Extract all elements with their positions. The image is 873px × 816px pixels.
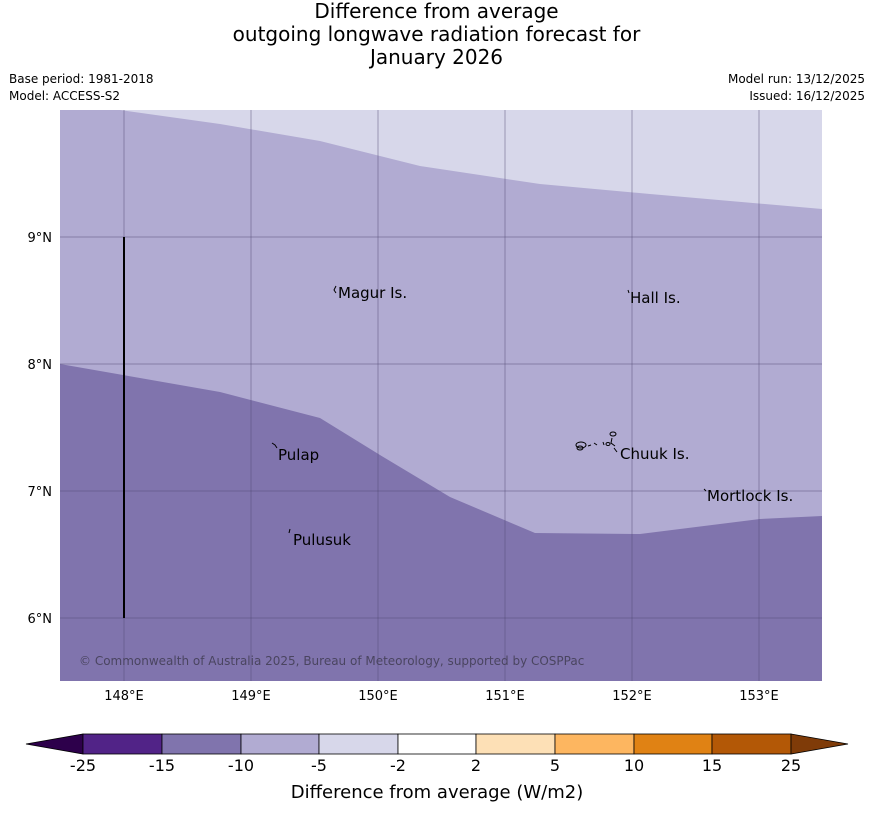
colorbar-tick-5: 2 [471, 756, 481, 775]
colorbar-seg-4 [397, 733, 477, 755]
colorbar-tick-9: 25 [781, 756, 801, 775]
place-label-magur: Magur Is. [338, 284, 407, 302]
colorbar-seg-6 [554, 733, 635, 755]
title-line-1: Difference from average [314, 0, 559, 23]
island-pulusuk [288, 528, 291, 534]
lat-label-7: 7°N [28, 485, 53, 500]
colorbar-tick-0: -25 [70, 756, 96, 775]
title-line-2: outgoing longwave radiation forecast for [232, 22, 641, 46]
lat-label-8: 8°N [28, 358, 53, 373]
copyright-notice: © Commonwealth of Australia 2025, Bureau… [79, 654, 584, 668]
colorbar-tick-3: -5 [311, 756, 327, 775]
colorbar-seg-2 [240, 733, 320, 755]
base-period-label: Base period: 1981-2018 [9, 72, 154, 86]
anomaly-band-minus15-minus10 [60, 364, 822, 681]
chuuk-lagoon [575, 431, 618, 453]
lon-label-150: 150°E [358, 689, 398, 704]
place-label-pulusuk: Pulusuk [293, 531, 351, 549]
lat-axis: 9°N 8°N 7°N 6°N [28, 231, 53, 627]
meta-left: Base period: 1981-2018 Model: ACCESS-S2 [9, 71, 154, 105]
island-mortlock [703, 488, 707, 492]
place-label-pulap: Pulap [278, 446, 319, 464]
meta-right: Model run: 13/12/2025 Issued: 16/12/2025 [728, 71, 865, 105]
colorbar-seg-1 [161, 733, 242, 755]
lat-label-9: 9°N [28, 231, 53, 246]
colorbar-over-arrow [790, 733, 849, 755]
colorbar-seg-8 [711, 733, 792, 755]
island-magur [333, 285, 337, 294]
place-label-hall: Hall Is. [630, 289, 681, 307]
place-label-mortlock: Mortlock Is. [707, 487, 793, 505]
colorbar: -25 -15 -10 -5 -2 2 5 10 15 25 Differenc… [25, 733, 849, 803]
model-label: Model: ACCESS-S2 [9, 89, 121, 103]
colorbar-tick-6: 5 [550, 756, 560, 775]
title-line-3: January 2026 [369, 45, 504, 69]
colorbar-tick-8: 15 [702, 756, 722, 775]
colorbar-ticks: -25 -15 -10 -5 -2 2 5 10 15 25 [70, 756, 801, 775]
model-run-label: Model run: 13/12/2025 [727, 72, 865, 86]
colorbar-tick-1: -15 [149, 756, 175, 775]
island-hall [627, 289, 630, 294]
colorbar-seg-7 [633, 733, 713, 755]
colorbar-title: Difference from average (W/m2) [291, 782, 583, 803]
lon-label-151: 151°E [485, 689, 525, 704]
lat-label-6: 6°N [28, 612, 53, 627]
lon-label-152: 152°E [612, 689, 652, 704]
lon-label-153: 153°E [739, 689, 779, 704]
colorbar-tick-2: -10 [228, 756, 254, 775]
lon-label-148: 148°E [104, 689, 144, 704]
colorbar-seg-3 [318, 733, 399, 755]
map-area: Magur Is. Hall Is. Pulap Chuuk Is. Mortl… [60, 110, 822, 681]
island-pulap [271, 442, 278, 449]
colorbar-seg-0 [82, 733, 163, 755]
lon-label-149: 149°E [231, 689, 271, 704]
lon-axis: 148°E 149°E 150°E 151°E 152°E 153°E [104, 689, 779, 704]
colorbar-tick-7: 10 [624, 756, 644, 775]
issued-label: Issued: 16/12/2025 [749, 89, 865, 103]
island-outlines [271, 285, 707, 534]
colorbar-seg-5 [475, 733, 556, 755]
colorbar-tick-4: -2 [390, 756, 406, 775]
colorbar-under-arrow [25, 733, 84, 755]
colorbar-segments [82, 733, 792, 755]
map-title: Difference from average outgoing longwav… [0, 0, 873, 69]
place-label-chuuk: Chuuk Is. [620, 445, 689, 463]
